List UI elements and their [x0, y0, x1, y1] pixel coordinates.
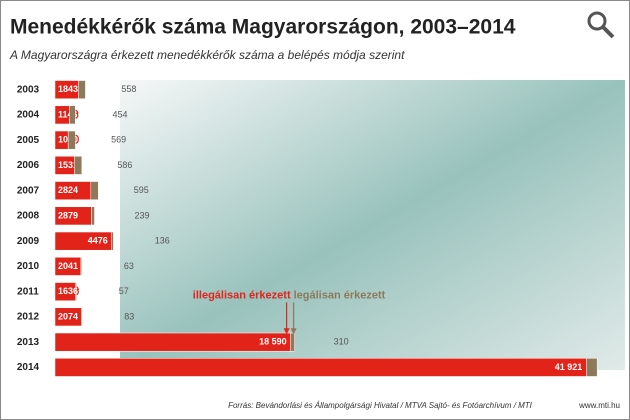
value-label: 41 921 — [555, 362, 583, 372]
y-tick-label: 2014 — [17, 362, 40, 373]
bar-segment — [91, 206, 95, 226]
y-tick-label: 2004 — [17, 110, 40, 121]
value-label: 569 — [111, 135, 126, 145]
bar-segment — [54, 358, 587, 377]
value-label: 2824 — [58, 185, 78, 195]
y-tick-label: 2005 — [17, 135, 40, 146]
bar-segment — [54, 332, 291, 352]
legend-arrowhead — [290, 328, 297, 335]
chart-title: Menedékkérők száma Magyarországon, 2003–… — [10, 16, 516, 39]
bar-segment — [78, 80, 86, 99]
y-tick-label: 2008 — [17, 211, 40, 222]
legend-arrowhead — [283, 328, 290, 335]
value-label: 1636 — [58, 286, 78, 296]
value-label: 558 — [121, 84, 136, 94]
bar-segment — [586, 358, 598, 377]
y-tick-label: 2012 — [17, 312, 40, 323]
value-label: 454 — [113, 109, 128, 119]
value-label: 586 — [117, 160, 132, 170]
y-tick-label: 2003 — [17, 84, 40, 95]
value-label: 595 — [134, 185, 149, 195]
bar-segment — [75, 282, 77, 301]
bar-segment — [90, 181, 99, 200]
value-label: 1843 — [58, 84, 78, 94]
value-label: 136 — [155, 236, 170, 246]
search-icon[interactable] — [587, 11, 615, 39]
value-label: 63 — [124, 261, 134, 271]
y-tick-label: 2010 — [17, 261, 40, 272]
y-tick-label: 2006 — [17, 160, 40, 171]
bar-segment — [69, 105, 76, 125]
value-label: 18 590 — [259, 337, 287, 347]
y-tick-label: 2011 — [17, 286, 39, 297]
value-label: 83 — [124, 311, 134, 321]
source: Forrás: Bevándorlási és Állampolgársági … — [228, 401, 533, 410]
value-label: 239 — [134, 210, 149, 220]
photo-area — [120, 80, 625, 370]
bar-segment — [74, 156, 83, 175]
website: www.mti.hu — [578, 401, 620, 410]
value-label: 57 — [119, 286, 129, 296]
value-label: 1531 — [58, 160, 78, 170]
bar-segment — [290, 332, 295, 352]
chart-subtitle: A Magyarországra érkezett menedékkérők s… — [9, 48, 405, 62]
bar-segment — [80, 257, 82, 276]
value-label: 2879 — [58, 210, 78, 220]
value-label: 2041 — [58, 261, 78, 271]
value-label: 4476 — [88, 236, 108, 246]
value-label: 310 — [334, 337, 349, 347]
value-label: 2074 — [58, 311, 78, 321]
bar-segment — [81, 307, 83, 327]
legend-label: illegálisan érkezett — [193, 289, 291, 301]
bar-segment — [67, 130, 76, 150]
legend-label: legálisan érkezett — [294, 289, 386, 301]
bar-segment — [111, 231, 114, 251]
y-tick-label: 2009 — [17, 236, 40, 247]
y-tick-label: 2013 — [17, 337, 40, 348]
y-tick-label: 2007 — [17, 185, 40, 196]
